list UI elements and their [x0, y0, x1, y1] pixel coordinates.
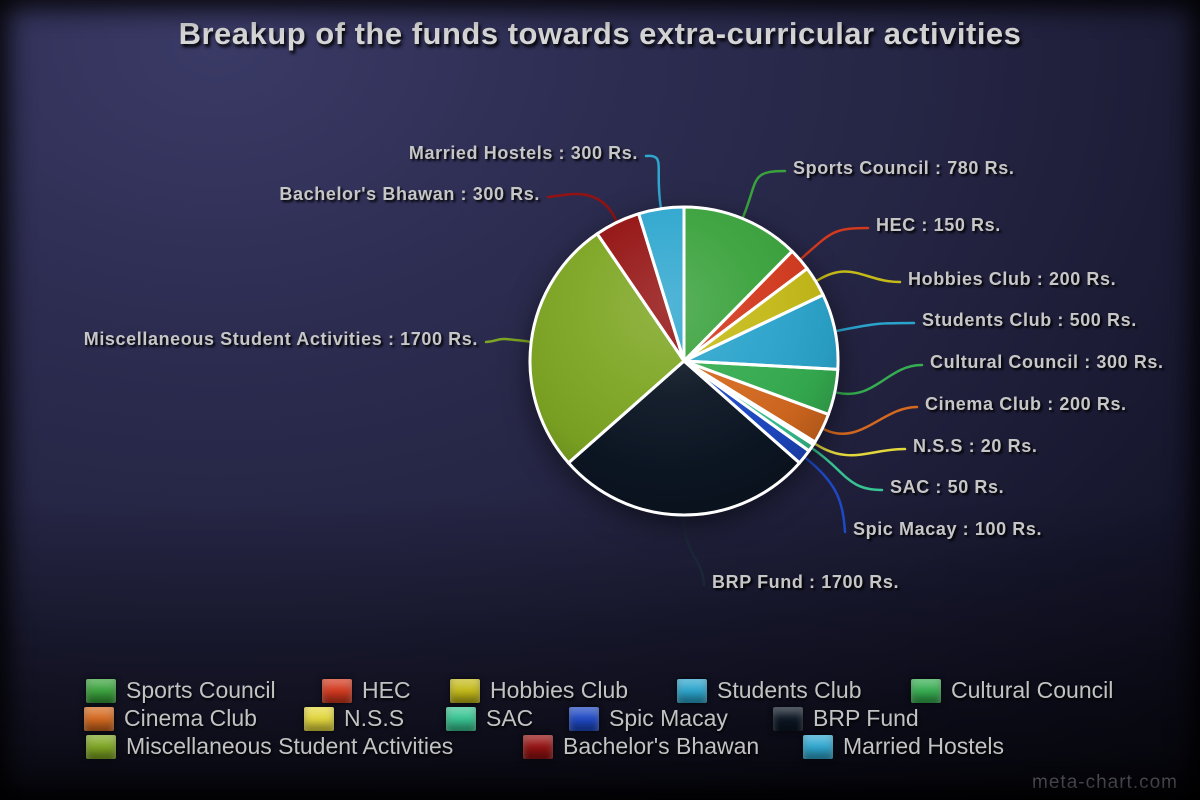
callout-line-students-club	[835, 321, 916, 333]
legend-swatch-sports-council	[86, 678, 116, 703]
legend-item-n-s-s: N.S.S	[304, 705, 404, 732]
legend-item-miscellaneous-student-activities: Miscellaneous Student Activities	[86, 733, 453, 760]
pie-slice-border-brp-fund	[567, 359, 801, 517]
slice-callout-bachelor-s-bhawan: Bachelor's Bhawan : 300 Rs.	[279, 184, 540, 204]
legend-swatch-n-s-s	[304, 706, 334, 731]
slice-callout-sports-council: Sports Council : 780 Rs.	[793, 158, 1015, 178]
slice-callout-sac: SAC : 50 Rs.	[890, 477, 1005, 497]
callout-line-cultural-council	[835, 363, 924, 396]
legend-item-sac: SAC	[446, 705, 533, 732]
slice-callout-miscellaneous-student-activities: Miscellaneous Student Activities : 1700 …	[83, 329, 478, 349]
legend-item-married-hostels: Married Hostels	[803, 733, 1004, 760]
legend-swatch-sac	[446, 706, 476, 731]
legend-item-cinema-club: Cinema Club	[84, 705, 257, 732]
pie-slice-border-miscellaneous-student-activities	[528, 232, 686, 465]
legend-label-cultural-council: Cultural Council	[951, 677, 1114, 703]
legend-swatch-miscellaneous-student-activities	[86, 734, 116, 759]
slice-callout-cinema-club: Cinema Club : 200 Rs.	[925, 394, 1127, 414]
legend-item-sports-council: Sports Council	[86, 677, 276, 704]
legend-label-cinema-club: Cinema Club	[124, 705, 257, 731]
legend-label-spic-macay: Spic Macay	[609, 705, 728, 731]
legend-label-bachelor-s-bhawan: Bachelor's Bhawan	[563, 733, 760, 759]
legend-swatch-cultural-council	[911, 678, 941, 703]
legend-swatch-students-club	[677, 678, 707, 703]
chart-title: Breakup of the funds towards extra-curri…	[178, 16, 1022, 51]
legend-item-bachelor-s-bhawan: Bachelor's Bhawan	[523, 733, 759, 760]
legend-item-hec: HEC	[322, 677, 411, 704]
callout-line-hec	[800, 226, 870, 260]
callout-line-sac	[811, 447, 884, 492]
callout-line-cinema-club	[822, 405, 919, 436]
legend-item-students-club: Students Club	[677, 677, 861, 704]
slice-callout-hec: HEC : 150 Rs.	[876, 215, 1001, 235]
callout-line-hobbies-club	[816, 270, 902, 284]
legend-label-hec: HEC	[362, 677, 411, 703]
slice-callout-spic-macay: Spic Macay : 100 Rs.	[853, 519, 1043, 539]
pie-slice-border-sports-council	[682, 205, 794, 363]
legend-label-sports-council: Sports Council	[126, 677, 276, 703]
slice-callout-married-hostels: Married Hostels : 300 Rs.	[408, 143, 638, 163]
legend-swatch-hobbies-club	[450, 678, 480, 703]
callout-line-sports-council	[741, 169, 787, 218]
slice-callout-n-s-s: N.S.S : 20 Rs.	[913, 436, 1038, 456]
legend-label-married-hostels: Married Hostels	[843, 733, 1005, 759]
legend-item-cultural-council: Cultural Council	[911, 677, 1113, 704]
legend-label-miscellaneous-student-activities: Miscellaneous Student Activities	[126, 733, 454, 759]
callout-line-miscellaneous-student-activities	[484, 337, 531, 344]
callout-line-bachelor-s-bhawan	[546, 192, 618, 222]
callout-line-brp-fund	[682, 515, 706, 587]
slice-callout-cultural-council: Cultural Council : 300 Rs.	[930, 352, 1164, 372]
legend-item-spic-macay: Spic Macay	[569, 705, 728, 732]
legend-swatch-spic-macay	[569, 706, 599, 731]
legend-label-students-club: Students Club	[717, 677, 862, 703]
watermark: meta-chart.com	[1032, 772, 1178, 793]
legend-swatch-married-hostels	[803, 734, 833, 759]
legend-swatch-brp-fund	[773, 706, 803, 731]
legend-label-sac: SAC	[486, 705, 534, 731]
legend-item-hobbies-club: Hobbies Club	[450, 677, 628, 704]
callout-line-spic-macay	[804, 457, 847, 534]
pie-slice-border-married-hostels	[637, 205, 686, 363]
legend-label-brp-fund: BRP Fund	[813, 705, 919, 731]
slice-callout-brp-fund: BRP Fund : 1700 Rs.	[712, 572, 900, 592]
legend-label-n-s-s: N.S.S	[344, 705, 405, 731]
legend-swatch-hec	[322, 678, 352, 703]
callout-line-married-hostels	[644, 154, 662, 208]
slice-callout-hobbies-club: Hobbies Club : 200 Rs.	[908, 269, 1117, 289]
legend-swatch-bachelor-s-bhawan	[523, 734, 553, 759]
callout-line-n-s-s	[814, 443, 907, 457]
slice-callout-students-club: Students Club : 500 Rs.	[922, 310, 1137, 330]
legend-label-hobbies-club: Hobbies Club	[490, 677, 629, 703]
legend-swatch-cinema-club	[84, 706, 114, 731]
legend-item-brp-fund: BRP Fund	[773, 705, 919, 732]
